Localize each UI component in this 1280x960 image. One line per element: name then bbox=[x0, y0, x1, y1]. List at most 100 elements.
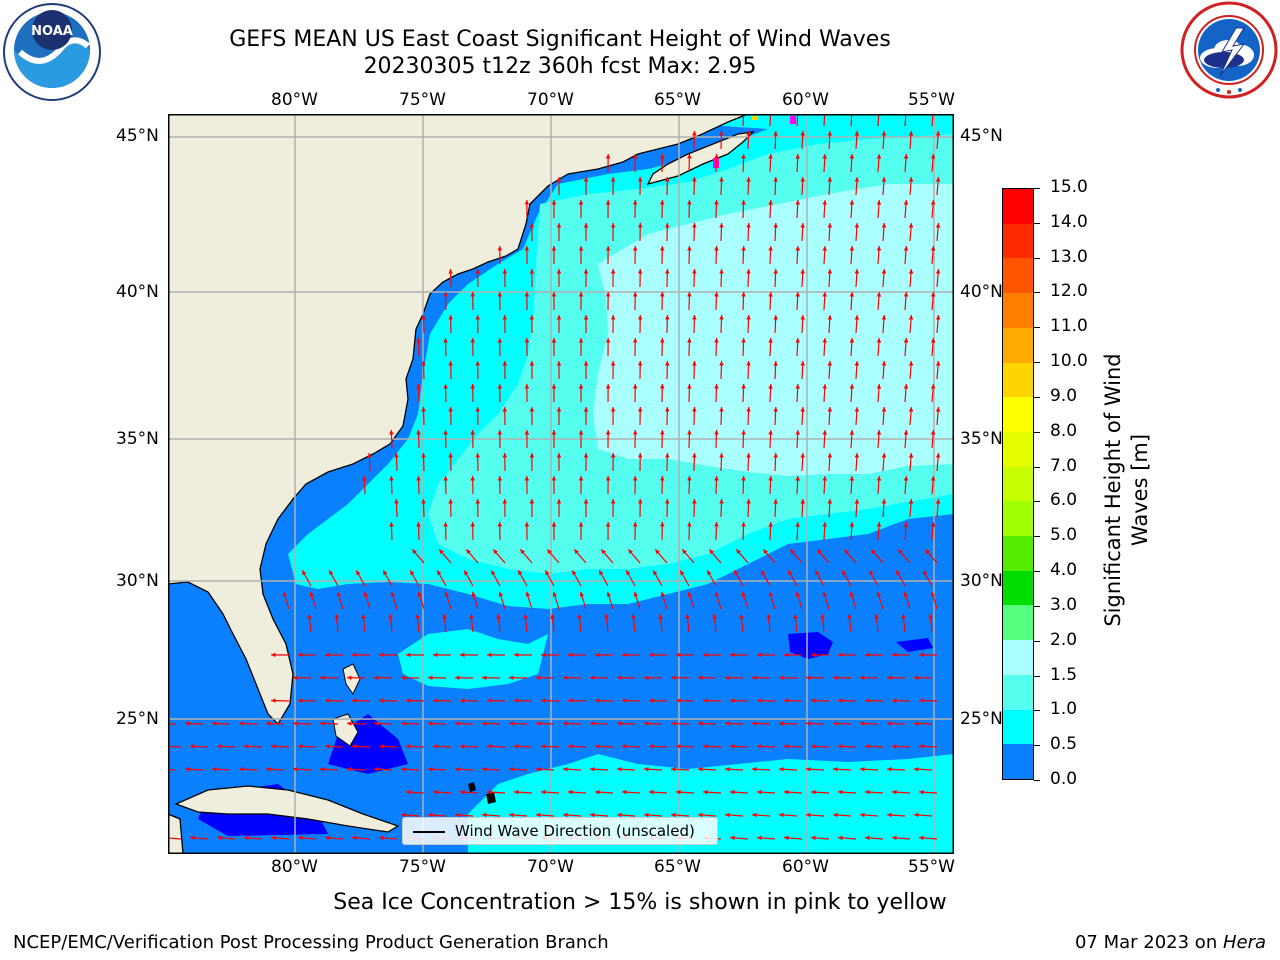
wave-direction-arrowhead bbox=[692, 223, 697, 228]
wave-direction-arrowhead bbox=[401, 675, 406, 681]
wave-direction-arrowhead bbox=[739, 614, 744, 619]
wave-direction-arrowhead bbox=[660, 384, 665, 389]
colorbar-title-line2: Waves [m] bbox=[1128, 433, 1152, 547]
colorbar-tick-label: 5.0 bbox=[1050, 525, 1078, 546]
wave-direction-arrowhead bbox=[741, 292, 746, 297]
wave-direction-arrowhead bbox=[487, 744, 492, 749]
wave-direction-arrowhead bbox=[687, 338, 692, 343]
wave-direction-arrow bbox=[877, 114, 880, 127]
wave-direction-arrowhead bbox=[460, 744, 465, 749]
wave-direction-arrowhead bbox=[881, 407, 887, 412]
wave-direction-arrowhead bbox=[660, 338, 665, 343]
wave-direction-arrowhead bbox=[622, 698, 627, 703]
wave-direction-arrowhead bbox=[827, 269, 833, 274]
wave-direction-arrowhead bbox=[854, 361, 860, 366]
wave-direction-arrowhead bbox=[854, 269, 860, 274]
wave-direction-arrowhead bbox=[406, 698, 411, 703]
wave-direction-arrowhead bbox=[665, 177, 670, 182]
wave-direction-arrowhead bbox=[768, 476, 773, 481]
wave-direction-arrowhead bbox=[768, 430, 773, 435]
wave-direction-arrowhead bbox=[692, 499, 697, 504]
wave-direction-arrowhead bbox=[741, 200, 746, 205]
wave-direction-arrowhead bbox=[719, 177, 724, 182]
colorbar-segment bbox=[1003, 397, 1033, 432]
land-eastern-seaboard bbox=[168, 114, 749, 726]
wave-direction-arrowhead bbox=[827, 499, 833, 504]
colorbar-segment bbox=[1003, 709, 1033, 745]
wave-direction-arrowhead bbox=[712, 614, 717, 619]
wave-direction-arrowhead bbox=[541, 698, 546, 703]
wave-direction-arrowhead bbox=[795, 476, 800, 481]
wave-direction-arrowhead bbox=[671, 721, 676, 726]
wave-direction-arrowhead bbox=[730, 744, 735, 749]
wave-direction-arrowhead bbox=[524, 522, 530, 527]
colorbar-tick-label: 15.0 bbox=[1050, 177, 1088, 197]
wave-direction-arrowhead bbox=[601, 549, 606, 555]
wave-direction-arrowhead bbox=[752, 721, 757, 726]
wave-direction-arrowhead bbox=[881, 499, 887, 504]
wave-direction-arrowhead bbox=[551, 430, 557, 435]
wave-direction-arrowhead bbox=[914, 721, 919, 726]
wave-direction-arrowhead bbox=[876, 384, 882, 389]
nws-logo bbox=[1178, 0, 1280, 100]
wave-direction-arrowhead bbox=[865, 652, 870, 658]
wave-direction-arrowhead bbox=[525, 591, 531, 597]
wave-direction-arrowhead bbox=[838, 744, 843, 749]
wave-direction-arrowhead bbox=[574, 549, 579, 555]
wave-direction-arrowhead bbox=[887, 812, 892, 818]
wave-direction-arrowhead bbox=[881, 453, 887, 458]
wave-direction-arrowhead bbox=[935, 315, 941, 320]
wave-direction-arrowhead bbox=[795, 338, 800, 343]
wave-direction-arrowhead bbox=[541, 652, 546, 658]
wave-direction-arrowhead bbox=[714, 430, 719, 435]
wave-direction-arrowhead bbox=[610, 361, 616, 366]
wave-direction-arrowhead bbox=[541, 744, 546, 749]
wave-direction-arrowhead bbox=[529, 223, 535, 228]
colorbar-segment bbox=[1003, 327, 1033, 363]
wave-direction-arrowhead bbox=[881, 177, 887, 182]
wave-direction-arrowhead bbox=[788, 570, 793, 576]
wave-direction-arrowhead bbox=[800, 269, 805, 274]
wave-direction-arrowhead bbox=[496, 614, 501, 619]
wave-direction-arrowhead bbox=[660, 476, 665, 481]
wave-direction-arrowhead bbox=[563, 675, 568, 681]
wave-direction-arrowhead bbox=[795, 522, 800, 527]
wave-direction-arrowhead bbox=[502, 269, 508, 274]
lat-label-left: 35°N bbox=[116, 429, 159, 449]
wave-direction-arrowhead bbox=[815, 570, 820, 576]
wave-direction-arrowhead bbox=[854, 499, 860, 504]
wave-direction-arrowhead bbox=[714, 476, 719, 481]
wave-direction-arrowhead bbox=[860, 812, 865, 818]
wave-direction-arrowhead bbox=[610, 453, 616, 458]
wave-direction-arrowhead bbox=[930, 246, 936, 251]
wave-direction-arrowhead bbox=[482, 721, 487, 726]
wave-direction-arrowhead bbox=[930, 338, 936, 343]
wave-direction-arrowhead bbox=[632, 154, 638, 159]
wave-direction-arrowhead bbox=[190, 744, 195, 749]
wave-direction-arrowhead bbox=[930, 522, 936, 527]
wave-direction-arrowhead bbox=[325, 835, 330, 841]
wave-direction-arrowhead bbox=[698, 721, 703, 726]
wave-direction-arrowhead bbox=[908, 269, 914, 274]
wave-direction-arrowhead bbox=[827, 407, 833, 412]
wave-direction-arrowhead bbox=[793, 614, 798, 619]
wave-direction-arrowhead bbox=[822, 338, 828, 343]
wave-direction-arrowhead bbox=[448, 361, 453, 366]
wave-direction-arrowhead bbox=[416, 476, 421, 481]
colorbar-segment bbox=[1003, 640, 1033, 675]
wave-direction-arrowhead bbox=[497, 476, 503, 481]
chart-title: GEFS MEAN US East Coast Significant Heig… bbox=[229, 27, 891, 52]
wave-direction-arrowhead bbox=[394, 453, 399, 458]
wave-direction-arrowhead bbox=[514, 652, 519, 658]
wave-direction-arrowhead bbox=[298, 744, 303, 749]
wave-direction-arrowhead bbox=[524, 338, 530, 343]
wave-direction-arrowhead bbox=[509, 812, 514, 818]
wave-direction-arrowhead bbox=[714, 292, 719, 297]
wave-direction-arrowhead bbox=[185, 721, 190, 726]
wave-direction-arrowhead bbox=[271, 698, 276, 703]
wave-direction-arrowhead bbox=[244, 744, 249, 749]
wave-direction-arrow bbox=[168, 837, 182, 840]
wave-direction-arrowhead bbox=[190, 835, 195, 841]
wave-direction-arrowhead bbox=[298, 652, 303, 658]
sea-ice-marker bbox=[752, 116, 758, 120]
